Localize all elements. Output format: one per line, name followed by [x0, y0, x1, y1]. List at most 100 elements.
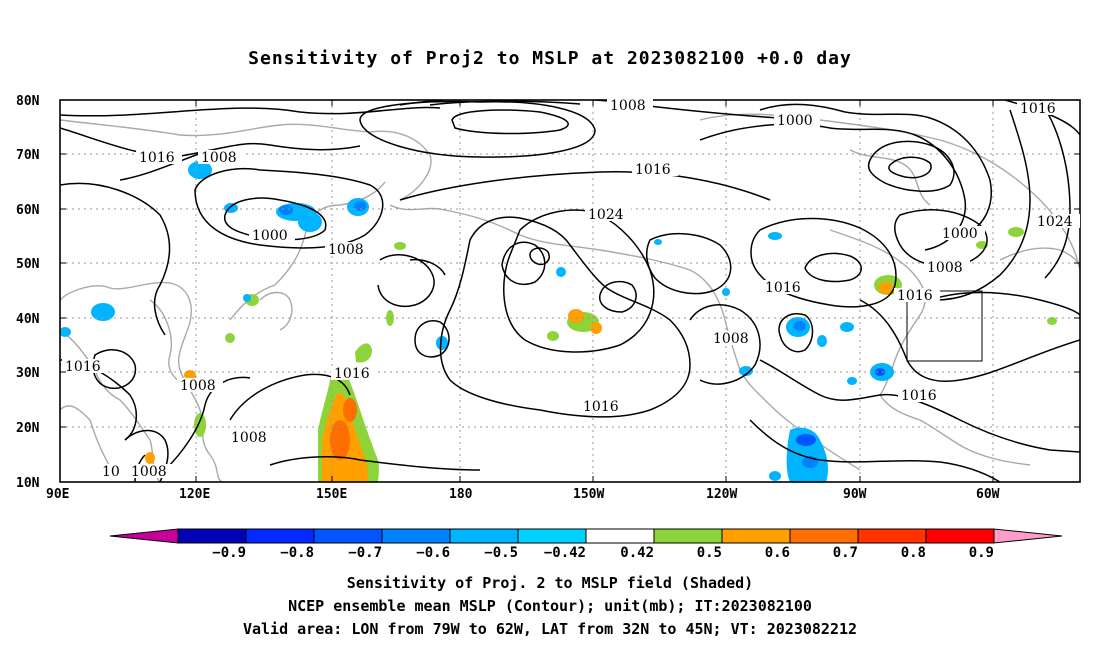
contour-label: 1008: [228, 430, 274, 446]
svg-text:1024: 1024: [1037, 214, 1073, 230]
contour-label: 1024: [585, 207, 631, 223]
contour-label-layer: 1008 1016 1016 1008 1000 1008 1024 1016 …: [62, 98, 1080, 480]
svg-text:1016: 1016: [139, 150, 175, 166]
svg-text:1008: 1008: [231, 430, 267, 446]
lat-label: 60N: [16, 203, 40, 218]
svg-text:1000: 1000: [252, 228, 288, 244]
lon-label: 120W: [706, 487, 737, 502]
colorbar-arrow-low: [109, 528, 179, 544]
svg-text:1016: 1016: [334, 366, 370, 382]
contour-label: 1008: [607, 98, 653, 114]
colorbar-label: 0.42: [620, 545, 654, 561]
svg-text:1024: 1024: [588, 207, 624, 223]
lon-label: 150W: [573, 487, 604, 502]
svg-text:1008: 1008: [713, 331, 749, 347]
lon-label: 60W: [976, 487, 1000, 502]
map-gridlines: [60, 100, 1080, 482]
colorbar-arrow-high: [993, 528, 1063, 544]
colorbar-swatch: [721, 528, 791, 544]
latitude-labels: 80N 70N 60N 50N 40N 30N 20N 10N: [16, 94, 40, 491]
contour-label: 1016: [762, 280, 808, 296]
lat-label: 40N: [16, 312, 40, 327]
svg-text:1016: 1016: [765, 280, 801, 296]
lon-label: 90W: [843, 487, 867, 502]
axis-ticks: [60, 100, 1080, 482]
svg-text:10: 10: [102, 464, 120, 480]
svg-text:1008: 1008: [610, 98, 646, 114]
lat-label: 10N: [16, 476, 40, 491]
contour-label: 1024: [1034, 214, 1080, 230]
colorbar-swatch: [313, 528, 383, 544]
map-border: [59, 99, 1081, 483]
lon-label: 120E: [179, 487, 210, 502]
colorbar-label: −0.7: [348, 545, 382, 561]
contour-label: 1016: [1017, 101, 1063, 117]
contour-label: 1000: [774, 113, 820, 129]
svg-text:1000: 1000: [777, 113, 813, 129]
svg-text:1008: 1008: [201, 150, 237, 166]
contour-label: 1008: [325, 242, 371, 258]
colorbar-swatch: [585, 528, 655, 544]
colorbar-swatch: [857, 528, 927, 544]
colorbar-label: 0.5: [697, 545, 722, 561]
lat-label: 70N: [16, 148, 40, 163]
colorbar-swatch: [245, 528, 315, 544]
colorbar-swatch: [517, 528, 587, 544]
caption-line-1: Sensitivity of Proj. 2 to MSLP field (Sh…: [346, 574, 754, 592]
contour-label: 10: [100, 464, 128, 480]
lat-label: 80N: [16, 94, 40, 109]
contour-label: 1008: [924, 260, 970, 276]
contour-label: 1016: [580, 399, 626, 415]
lat-label: 20N: [16, 421, 40, 436]
contour-label: 1008: [177, 378, 223, 394]
colorbar-label: 0.7: [833, 545, 858, 561]
caption-line-2: NCEP ensemble mean MSLP (Contour); unit(…: [288, 597, 812, 615]
svg-text:1016: 1016: [583, 399, 619, 415]
lon-label: 150E: [316, 487, 347, 502]
contour-label: 1016: [898, 388, 944, 404]
lon-label: 180: [449, 487, 473, 502]
contour-label: 1000: [249, 228, 295, 244]
contour-label: 1008: [128, 464, 174, 480]
lat-label: 30N: [16, 366, 40, 381]
contour-label: 1016: [136, 150, 182, 166]
colorbar-label: −0.5: [484, 545, 518, 561]
svg-text:1000: 1000: [942, 226, 978, 242]
colorbar-label: −0.6: [416, 545, 450, 561]
svg-text:1008: 1008: [180, 378, 216, 394]
lon-label: 90E: [46, 487, 69, 502]
svg-text:1016: 1016: [635, 162, 671, 178]
contour-label: 1016: [894, 288, 940, 304]
colorbar-label: 0.8: [901, 545, 926, 561]
caption-line-3: Valid area: LON from 79W to 62W, LAT fro…: [242, 620, 858, 638]
colorbar-swatch: [653, 528, 723, 544]
contour-label: 1008: [198, 150, 244, 166]
contour-label: 1016: [632, 162, 678, 178]
contour-label: 1008: [710, 331, 756, 347]
contour-label: 1000: [939, 226, 985, 242]
colorbar-swatch: [925, 528, 995, 544]
colorbar: −0.9 −0.8 −0.7 −0.6 −0.5 −0.42 0.42 0.5 0.6 0.7 0.…: [109, 528, 1063, 561]
svg-text:1008: 1008: [131, 464, 167, 480]
svg-text:1008: 1008: [328, 242, 364, 258]
colorbar-label: 0.6: [765, 545, 790, 561]
colorbar-label: 0.9: [969, 545, 994, 561]
colorbar-label: −0.42: [544, 545, 586, 561]
svg-text:1016: 1016: [1020, 101, 1056, 117]
svg-text:1008: 1008: [927, 260, 963, 276]
colorbar-label: −0.8: [280, 545, 314, 561]
colorbar-swatch: [177, 528, 247, 544]
longitude-labels: 90E 120E 150E 180 150W 120W 90W 60W: [46, 487, 1000, 502]
colorbar-label: −0.9: [212, 545, 246, 561]
svg-text:1016: 1016: [897, 288, 933, 304]
svg-text:1016: 1016: [65, 359, 101, 375]
svg-text:1016: 1016: [901, 388, 937, 404]
contour-label: 1016: [62, 359, 108, 375]
chart-title: Sensitivity of Proj2 to MSLP at 20230821…: [248, 48, 852, 69]
valid-area-box: [906, 290, 983, 362]
colorbar-swatch: [789, 528, 859, 544]
colorbar-swatch: [381, 528, 451, 544]
contour-label: 1016: [331, 366, 377, 382]
colorbar-swatch: [449, 528, 519, 544]
